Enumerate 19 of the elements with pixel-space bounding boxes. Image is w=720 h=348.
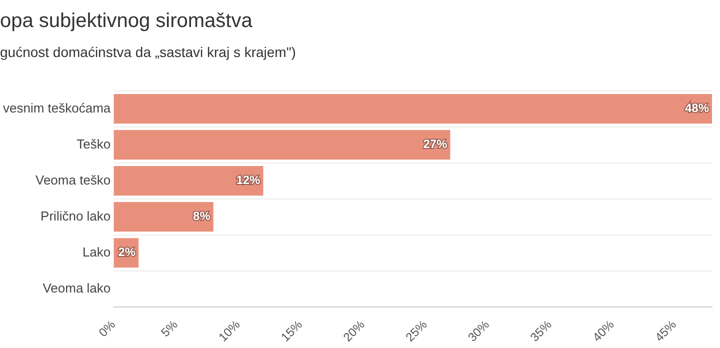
data-label: 8% bbox=[193, 209, 211, 224]
chart-title: opa subjektivnog siromaštva bbox=[0, 10, 252, 33]
x-tick-label: 35% bbox=[528, 317, 555, 344]
y-tick-label: Lako bbox=[82, 244, 111, 260]
chart-subtitle: gućnost domaćinstva da „sastavi kraj s krajem") bbox=[0, 44, 296, 60]
data-label: 12% bbox=[236, 173, 261, 188]
data-label: 2% bbox=[118, 245, 136, 260]
y-tick-label: vesnim teškoćama bbox=[2, 100, 112, 116]
y-tick-label: Veoma lako bbox=[42, 280, 111, 296]
y-tick-label: Prilično lako bbox=[40, 208, 111, 224]
x-tick-label: 0% bbox=[96, 317, 118, 340]
data-label: 27% bbox=[423, 137, 448, 152]
data-label: 48% bbox=[684, 101, 710, 116]
x-tick-label: 40% bbox=[590, 317, 617, 344]
y-tick-label: Veoma teško bbox=[35, 172, 111, 188]
x-tick-label: 45% bbox=[652, 317, 680, 344]
x-tick-label: 5% bbox=[158, 317, 181, 340]
y-tick-label: Teško bbox=[76, 136, 111, 152]
x-tick-label: 30% bbox=[465, 317, 492, 344]
